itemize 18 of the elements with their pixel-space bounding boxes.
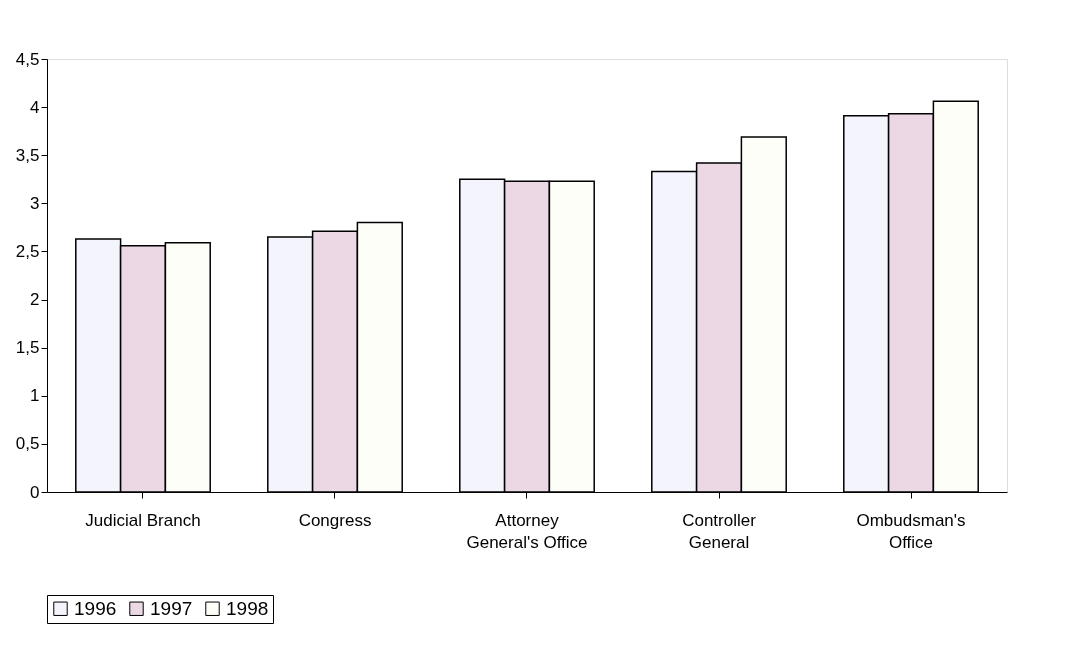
- x-tick-label: Congress: [298, 510, 372, 530]
- x-tick-label: Ombudsman's Office: [856, 510, 966, 552]
- x-tick-label: Attorney General's Office: [466, 510, 588, 552]
- y-tick-label: 1,5: [15, 338, 40, 358]
- y-tick-label: 4,5: [15, 49, 40, 69]
- y-tick-label: 0,5: [15, 434, 40, 454]
- y-tick-label: 2,5: [15, 241, 40, 261]
- legend-label: 1997: [150, 597, 193, 619]
- y-tick-label: 3,5: [15, 145, 40, 165]
- y-tick-label: 2: [30, 290, 40, 310]
- x-tick-label: Judicial Branch: [85, 510, 201, 530]
- x-tick-label: Controller General: [682, 510, 757, 552]
- y-tick-label: 3: [30, 193, 40, 213]
- y-tick-label: 4: [30, 97, 40, 117]
- legend-label: 1998: [226, 597, 269, 619]
- y-tick-label: 1: [30, 386, 40, 406]
- legend-label: 1996: [74, 597, 117, 619]
- y-tick-label: 0: [30, 482, 40, 502]
